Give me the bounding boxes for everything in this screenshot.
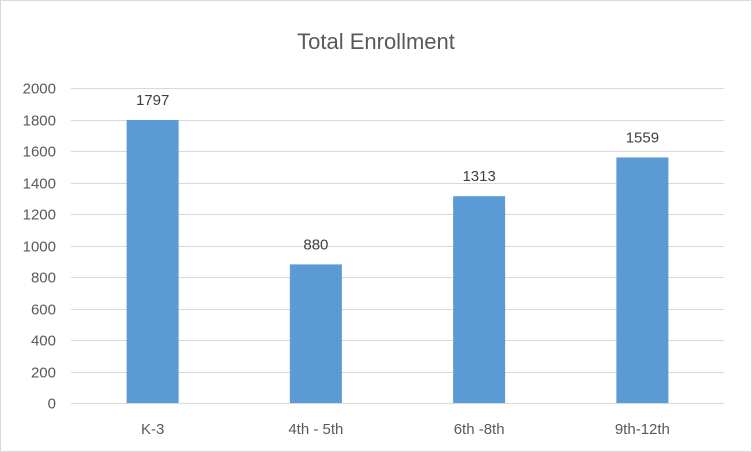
x-tick-label: 6th -8th: [454, 421, 505, 438]
data-label: 880: [303, 236, 328, 253]
y-tick-label: 0: [48, 396, 56, 413]
x-axis-tick-labels: K-3 4th - 5th 6th -8th 9th-12th: [141, 421, 670, 438]
y-tick-label: 2000: [23, 81, 56, 98]
y-tick-label: 600: [31, 302, 56, 319]
gridlines: [71, 88, 724, 404]
x-tick-label: 4th - 5th: [288, 421, 343, 438]
data-label: 1313: [462, 168, 495, 185]
y-tick-label: 1200: [23, 207, 56, 224]
bar: [453, 196, 506, 403]
bar: [289, 264, 342, 403]
x-tick-label: K-3: [141, 421, 164, 438]
y-tick-label: 1800: [23, 113, 56, 130]
y-tick-label: 800: [31, 270, 56, 287]
y-tick-label: 400: [31, 333, 56, 350]
y-tick-label: 200: [31, 365, 56, 382]
data-labels: 1797 880 1313 1559: [136, 92, 659, 253]
x-tick-label: 9th-12th: [615, 421, 670, 438]
data-label: 1559: [626, 129, 659, 146]
y-tick-label: 1600: [23, 144, 56, 161]
bars: [126, 119, 669, 403]
bar: [616, 157, 669, 403]
chart-title: Total Enrollment: [297, 29, 455, 54]
y-tick-label: 1400: [23, 176, 56, 193]
y-tick-label: 1000: [23, 239, 56, 256]
data-label: 1797: [136, 92, 169, 109]
y-axis-tick-labels: 0 200 400 600 800 1000 1200 1400 1600 1800 2000: [23, 81, 56, 413]
bar: [126, 119, 179, 403]
